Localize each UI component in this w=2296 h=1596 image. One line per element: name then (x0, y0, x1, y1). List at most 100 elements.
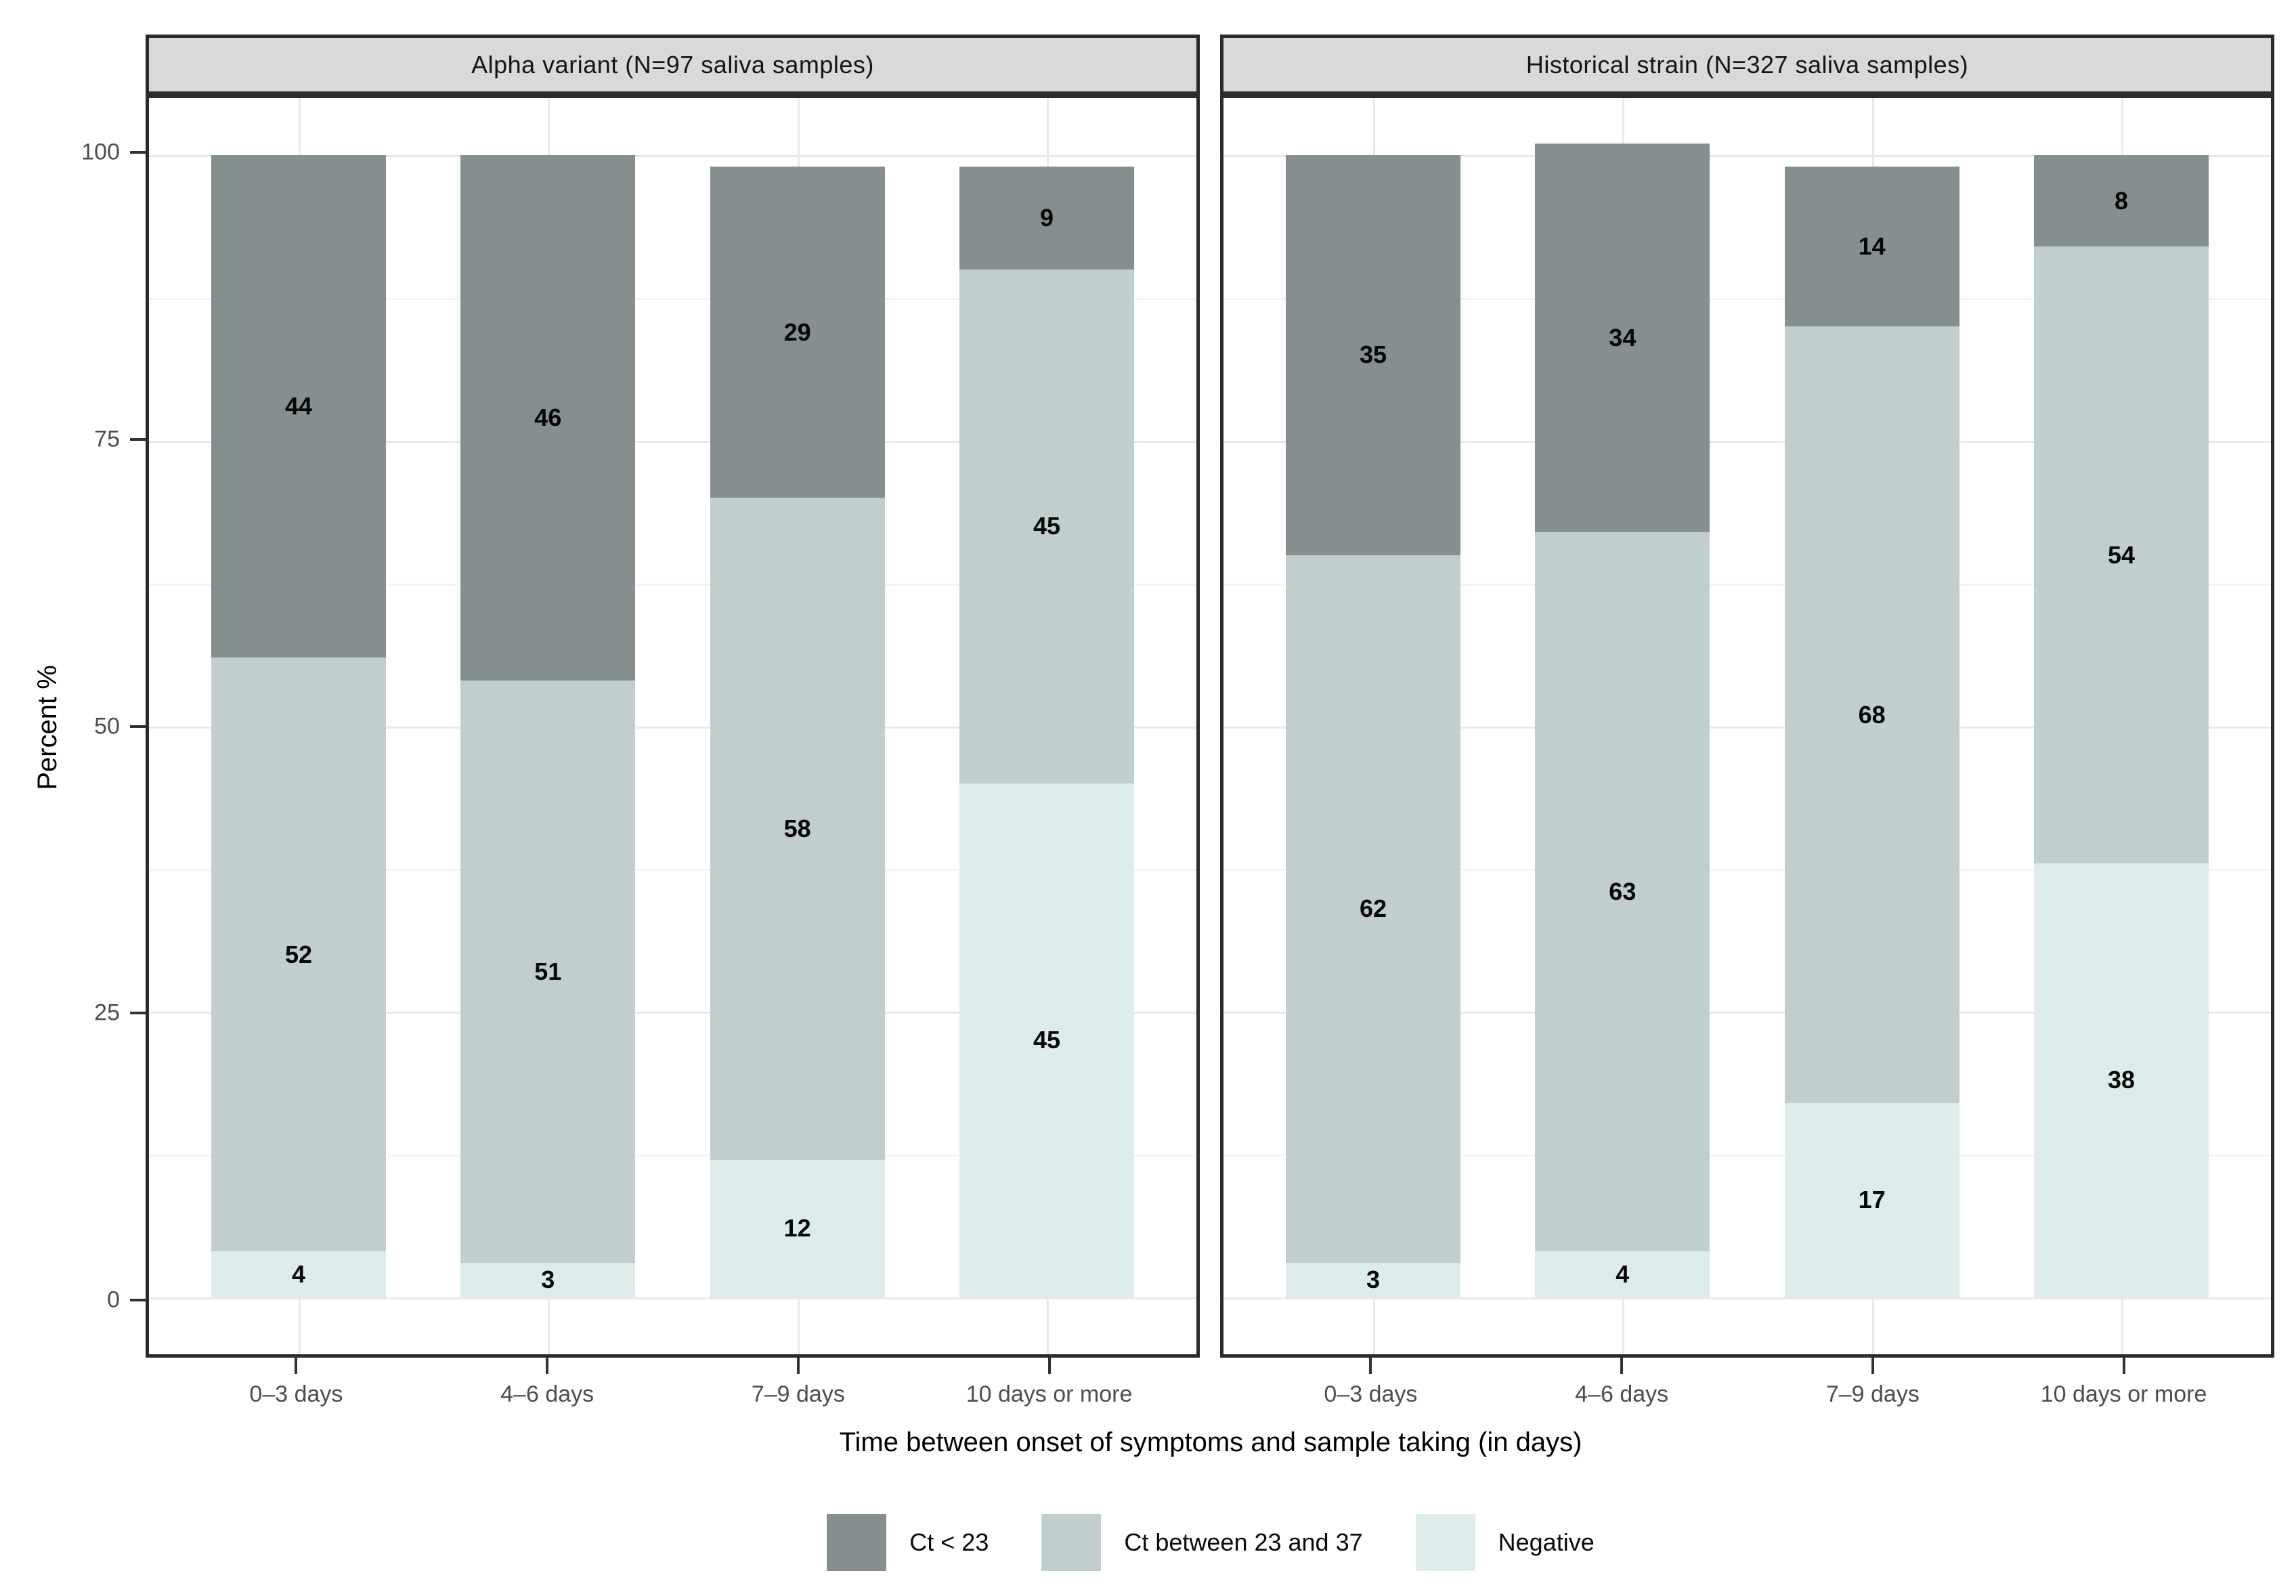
legend: Ct < 23 Ct between 23 and 37 Negative (146, 1511, 2276, 1574)
x-tick-mark (1871, 1358, 1874, 1374)
bar-segment: 38 (2034, 863, 2209, 1297)
bar-segment: 45 (959, 269, 1134, 783)
facet-panel: 3 62 35 4 63 34 17 68 14 38 54 8 (1220, 95, 2274, 1358)
bar-segment: 63 (1535, 532, 1710, 1252)
bar-value-label: 35 (1359, 341, 1387, 369)
bar-segment: 44 (211, 155, 386, 658)
legend-swatch (827, 1514, 887, 1571)
bar-value-label: 14 (1858, 232, 1886, 261)
legend-item: Ct < 23 (827, 1514, 989, 1571)
gridline-minor-y (149, 298, 1196, 301)
facet-strip-title: Alpha variant (N=97 saliva samples) (471, 50, 874, 79)
bar-value-label: 51 (534, 957, 562, 986)
bar-segment: 58 (710, 498, 885, 1161)
y-tick-mark (130, 725, 146, 728)
bar-value-label: 46 (534, 404, 562, 432)
bar-segment: 4 (1535, 1251, 1710, 1297)
bar-segment: 52 (211, 657, 386, 1252)
bar-segment: 3 (1286, 1263, 1460, 1297)
bar-value-label: 12 (783, 1214, 811, 1243)
bar-value-label: 63 (1609, 878, 1637, 906)
bar-value-label: 8 (2114, 186, 2128, 215)
gridline-major-y (149, 440, 1196, 443)
gridline-major-y (1223, 726, 2271, 729)
bar-value-label: 52 (284, 940, 313, 968)
facet-panel: 4 52 44 3 51 46 12 58 29 45 45 9 (146, 95, 1200, 1358)
bar-segment: 54 (2034, 246, 2209, 863)
x-tick-mark (295, 1358, 298, 1374)
y-tick-mark (130, 437, 146, 441)
bar-value-label: 17 (1858, 1186, 1886, 1214)
facet-panel-inner: 4 52 44 3 51 46 12 58 29 45 45 9 (149, 98, 1196, 1354)
bar-segment: 9 (959, 167, 1134, 269)
bar-value-label: 29 (783, 318, 811, 346)
legend-label: Ct between 23 and 37 (1124, 1528, 1363, 1556)
y-tick-label: 100 (81, 139, 120, 165)
bar-segment: 68 (1784, 326, 1959, 1103)
y-tick-label: 75 (94, 426, 120, 452)
bar-segment: 45 (959, 783, 1134, 1297)
bar-value-label: 38 (2107, 1066, 2136, 1094)
gridline-minor-y (1223, 583, 2271, 586)
facet-strip-title: Historical strain (N=327 saliva samples) (1525, 50, 1969, 79)
gridline-major-y (1223, 155, 2271, 158)
x-tick-mark (1369, 1358, 1372, 1374)
bar-segment: 14 (1784, 167, 1959, 327)
x-tick-label: 0–3 days (249, 1381, 343, 1407)
bar-segment: 35 (1286, 155, 1460, 555)
gridline-minor-y (149, 583, 1196, 586)
y-tick-label: 0 (107, 1287, 120, 1313)
legend-item: Ct between 23 and 37 (1041, 1514, 1363, 1571)
gridline-major-y (1223, 1297, 2271, 1299)
bar-value-label: 3 (541, 1266, 555, 1294)
bar-value-label: 34 (1609, 324, 1637, 352)
bar-value-label: 45 (1033, 512, 1061, 540)
x-tick-mark (1047, 1358, 1051, 1374)
bar-value-label: 44 (284, 392, 313, 420)
legend-label: Ct < 23 (909, 1528, 989, 1556)
y-tick-mark (130, 1299, 146, 1302)
facet-panel-inner: 3 62 35 4 63 34 17 68 14 38 54 8 (1223, 98, 2271, 1354)
gridline-major-y (149, 155, 1196, 158)
legend-swatch (1041, 1514, 1102, 1571)
x-tick-label: 4–6 days (1575, 1381, 1669, 1407)
legend-label: Negative (1498, 1528, 1595, 1556)
gridline-minor-y (1223, 1154, 2271, 1157)
bar-segment: 51 (460, 681, 636, 1264)
bar-value-label: 9 (1039, 204, 1054, 232)
gridline-minor-y (149, 1154, 1196, 1157)
x-tick-label: 4–6 days (500, 1381, 594, 1407)
gridline-major-y (149, 1297, 1196, 1299)
bar-segment: 12 (710, 1160, 885, 1297)
y-tick-label: 25 (94, 999, 120, 1026)
bar-segment: 17 (1784, 1103, 1959, 1297)
facet-strip: Historical strain (N=327 saliva samples) (1220, 35, 2274, 95)
gridline-major-y (1223, 1012, 2271, 1014)
x-tick-label: 7–9 days (751, 1381, 845, 1407)
legend-item: Negative (1415, 1514, 1595, 1571)
bar-segment: 4 (211, 1251, 386, 1297)
gridline-minor-y (1223, 869, 2271, 871)
x-tick-label: 10 days or more (966, 1381, 1133, 1407)
gridline-major-y (149, 726, 1196, 729)
x-tick-label: 0–3 days (1324, 1381, 1418, 1407)
bar-segment: 8 (2034, 155, 2209, 247)
x-tick-label: 7–9 days (1825, 1381, 1920, 1407)
bar-value-label: 58 (783, 815, 811, 843)
bar-value-label: 45 (1033, 1026, 1061, 1054)
gridline-major-y (1223, 440, 2271, 443)
x-tick-mark (546, 1358, 549, 1374)
bar-segment: 29 (710, 167, 885, 498)
facet-strip: Alpha variant (N=97 saliva samples) (146, 35, 1200, 95)
bar-value-label: 4 (291, 1259, 305, 1288)
legend-swatch (1415, 1514, 1475, 1571)
bar-segment: 62 (1286, 555, 1460, 1264)
bar-value-label: 4 (1616, 1259, 1630, 1288)
x-tick-label: 10 days or more (2040, 1381, 2207, 1407)
gridline-minor-y (1223, 298, 2271, 301)
bar-segment: 34 (1535, 144, 1710, 532)
bar-value-label: 62 (1359, 894, 1387, 923)
bar-segment: 3 (460, 1263, 636, 1297)
bar-value-label: 3 (1366, 1266, 1380, 1294)
